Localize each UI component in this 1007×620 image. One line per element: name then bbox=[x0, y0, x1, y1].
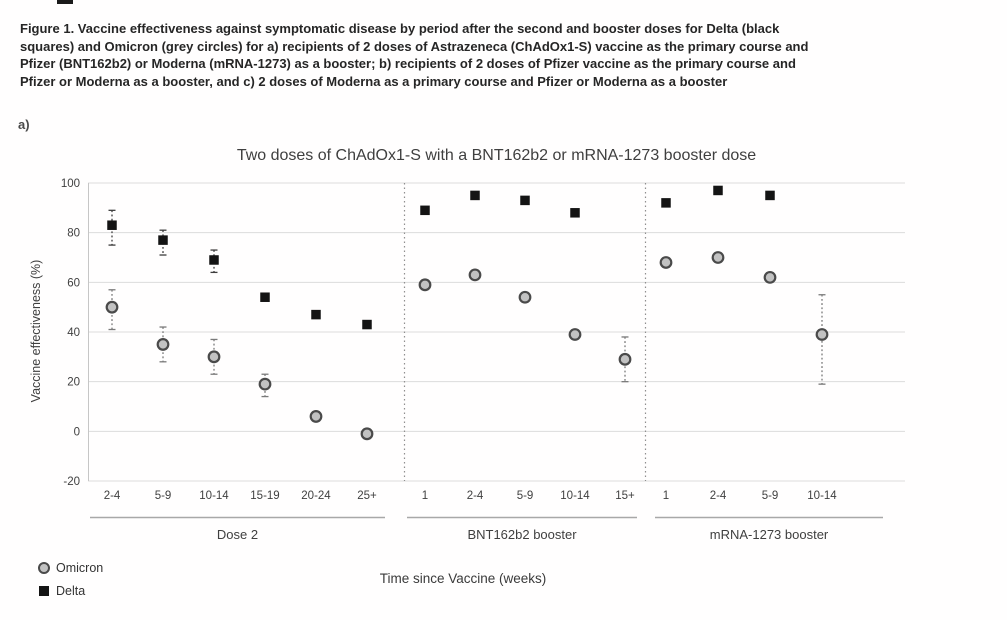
y-tick-label: 40 bbox=[67, 327, 80, 339]
data-point-delta bbox=[520, 195, 530, 206]
x-tick-label: 1 bbox=[422, 490, 428, 502]
x-tick-label: 2-4 bbox=[710, 490, 727, 502]
y-tick-label: 0 bbox=[74, 426, 80, 438]
data-point-delta bbox=[470, 190, 480, 201]
group-label: BNT162b2 booster bbox=[467, 527, 577, 542]
legend-label: Omicron bbox=[56, 560, 104, 575]
data-point-delta bbox=[661, 198, 671, 208]
x-tick-label: 2-4 bbox=[104, 490, 121, 502]
data-point-omicron bbox=[258, 377, 272, 391]
page-edge-artifact bbox=[57, 0, 73, 4]
data-point-delta bbox=[713, 185, 723, 196]
x-tick-label: 15-19 bbox=[250, 490, 279, 502]
figure-caption-line: Pfizer or Moderna as a booster, and c) 2… bbox=[20, 73, 728, 89]
x-tick-label: 5-9 bbox=[762, 490, 779, 502]
data-point-delta bbox=[362, 319, 372, 330]
data-point-omicron bbox=[763, 270, 777, 284]
data-point-omicron bbox=[711, 251, 725, 264]
figure-caption-line: Figure 1. Vaccine effectiveness against … bbox=[20, 21, 780, 36]
x-axis-title: Time since Vaccine (weeks) bbox=[379, 571, 547, 586]
x-tick-label: 1 bbox=[663, 490, 669, 502]
data-point-omicron bbox=[659, 256, 673, 269]
figure-caption-line: Pfizer (BNT162b2) or Moderna (mRNA-1273)… bbox=[20, 56, 796, 71]
data-point-delta bbox=[209, 255, 219, 265]
x-tick-label: 15+ bbox=[615, 490, 635, 502]
data-point-delta bbox=[158, 235, 168, 245]
y-tick-label: 100 bbox=[61, 178, 80, 190]
figure-caption-line: squares) and Omicron (grey circles) for … bbox=[20, 38, 809, 54]
data-point-delta bbox=[570, 208, 580, 218]
y-tick-label: 60 bbox=[67, 277, 80, 289]
data-point-omicron bbox=[468, 268, 482, 282]
panel-a-label: a) bbox=[18, 117, 30, 132]
data-point-omicron bbox=[518, 290, 532, 304]
data-point-omicron bbox=[815, 328, 829, 341]
x-tick-label: 10-14 bbox=[807, 490, 837, 502]
data-point-omicron bbox=[360, 427, 374, 441]
x-tick-label: 5-9 bbox=[155, 490, 172, 502]
x-tick-label: 25+ bbox=[357, 490, 377, 502]
data-point-omicron bbox=[156, 338, 170, 351]
data-point-omicron bbox=[207, 350, 221, 364]
data-point-delta bbox=[765, 190, 775, 201]
y-tick-label: -20 bbox=[63, 476, 80, 488]
omicron-circle-icon bbox=[38, 561, 50, 574]
x-tick-label: 5-9 bbox=[517, 490, 534, 502]
legend-label: Delta bbox=[56, 583, 86, 598]
data-point-delta bbox=[260, 292, 270, 302]
data-point-omicron bbox=[568, 328, 582, 341]
legend-item-delta: Delta bbox=[38, 579, 103, 602]
data-point-omicron bbox=[418, 278, 432, 292]
y-tick-label: 80 bbox=[67, 228, 80, 240]
y-tick-label: 20 bbox=[67, 377, 80, 389]
figure-caption: Figure 1. Vaccine effectiveness against … bbox=[20, 20, 808, 90]
data-point-delta bbox=[107, 220, 117, 230]
x-tick-label: 20-24 bbox=[301, 490, 331, 502]
data-point-delta bbox=[420, 205, 430, 216]
x-tick-label: 10-14 bbox=[560, 490, 590, 502]
group-label: mRNA-1273 booster bbox=[710, 527, 829, 542]
group-label: Dose 2 bbox=[217, 527, 258, 542]
data-point-omicron bbox=[105, 300, 119, 314]
data-point-omicron bbox=[309, 410, 323, 423]
legend-item-omicron: Omicron bbox=[38, 556, 103, 579]
data-point-omicron bbox=[618, 352, 632, 366]
x-tick-label: 10-14 bbox=[199, 490, 229, 502]
chart-legend: Omicron Delta bbox=[38, 556, 103, 602]
delta-square-icon bbox=[39, 585, 49, 596]
data-point-delta bbox=[311, 309, 321, 320]
x-tick-label: 2-4 bbox=[467, 490, 484, 502]
chart-title: Two doses of ChAdOx1-S with a BNT162b2 o… bbox=[236, 147, 757, 164]
